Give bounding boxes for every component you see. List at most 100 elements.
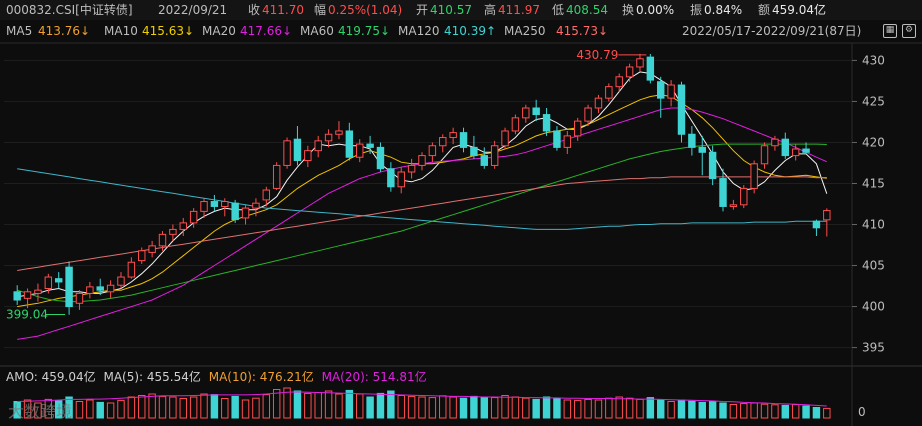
volume-bar bbox=[397, 395, 405, 419]
volume-bar bbox=[459, 397, 468, 419]
candle-body bbox=[34, 289, 42, 294]
range-picker-button[interactable]: ▦ bbox=[883, 21, 897, 41]
volume-bar bbox=[366, 396, 374, 419]
ma20-value: 417.66↓ bbox=[240, 24, 293, 38]
volume-bar bbox=[428, 397, 437, 419]
volume-bar bbox=[65, 396, 73, 419]
volume-bar bbox=[563, 399, 572, 419]
volume-ma-line bbox=[17, 391, 827, 407]
candle-body bbox=[314, 140, 322, 152]
volume-bar bbox=[677, 399, 686, 419]
ma60-label: MA60 bbox=[300, 24, 334, 38]
volume-bar bbox=[54, 400, 63, 419]
turnover-label: 换 bbox=[622, 3, 635, 17]
candle-body bbox=[522, 107, 530, 119]
volume-bar bbox=[490, 397, 499, 419]
watermark-logo: 大数跨境 bbox=[8, 398, 72, 422]
volume-bar bbox=[241, 399, 250, 419]
volume-bar bbox=[252, 397, 260, 419]
ma10-value: 415.63↓ bbox=[142, 24, 195, 38]
volume-bar bbox=[812, 407, 821, 419]
volume-tick-label: 0 bbox=[858, 405, 866, 419]
candle-body bbox=[584, 107, 592, 122]
candle-body bbox=[563, 135, 572, 148]
candle-body bbox=[760, 145, 769, 165]
volume-bar bbox=[823, 407, 831, 419]
turnover-value: 0.00% bbox=[636, 3, 675, 17]
volume-bar bbox=[594, 399, 603, 419]
amount-label: 额 bbox=[758, 3, 771, 17]
volume-bar bbox=[636, 398, 644, 419]
candle-body bbox=[719, 178, 727, 207]
candle-body bbox=[304, 150, 312, 162]
amo-value: AMO: 459.04亿 bbox=[6, 370, 96, 384]
low-value: 408.54 bbox=[566, 3, 608, 17]
quote-bar: 000832.CSI[中证转债] 2022/09/21 收 411.70 幅 0… bbox=[0, 0, 922, 20]
volume-bar bbox=[729, 404, 738, 419]
volume-bar bbox=[573, 400, 582, 419]
candle-body bbox=[231, 202, 239, 221]
volume-bar bbox=[356, 393, 364, 419]
high-label: 高 bbox=[484, 3, 497, 17]
candle-body bbox=[293, 138, 302, 162]
volume-bar bbox=[771, 404, 779, 419]
candle-body bbox=[823, 210, 831, 221]
volume-bar bbox=[781, 404, 790, 419]
candle-body bbox=[553, 130, 561, 148]
volume-bar bbox=[158, 395, 167, 419]
volume-bar bbox=[657, 399, 665, 419]
volume-bar bbox=[283, 387, 291, 419]
candle-body bbox=[75, 292, 84, 304]
candle-body bbox=[272, 164, 281, 189]
price-tick-label: 415 bbox=[862, 176, 885, 190]
ma-line-ma120 bbox=[17, 168, 827, 230]
settings-button[interactable]: ⚙ bbox=[902, 21, 916, 41]
candle-body bbox=[490, 145, 499, 166]
volume-bar bbox=[418, 396, 426, 419]
price-tick-label: 405 bbox=[862, 259, 885, 273]
volume-bar bbox=[646, 397, 655, 419]
candle-body bbox=[221, 201, 229, 207]
volume-bar bbox=[625, 397, 634, 419]
candle-body bbox=[459, 132, 468, 148]
ma-line-ma10 bbox=[17, 94, 827, 308]
volume-bar bbox=[13, 401, 21, 419]
volume-bar bbox=[719, 402, 727, 419]
candle-body bbox=[636, 58, 644, 68]
volume-bar bbox=[553, 397, 561, 419]
volume-bar bbox=[86, 399, 94, 419]
open-value: 410.57 bbox=[430, 3, 472, 17]
change-value: 0.25%(1.04) bbox=[328, 3, 403, 17]
volume-bar bbox=[667, 401, 675, 419]
candle-body bbox=[127, 261, 136, 278]
vol-ma5-value: MA(5): 455.54亿 bbox=[103, 370, 201, 384]
volume-bar bbox=[189, 396, 198, 419]
volume-bar bbox=[210, 394, 219, 419]
volume-bar bbox=[96, 401, 104, 419]
ma5-value: 413.76↓ bbox=[38, 24, 91, 38]
candle-body bbox=[44, 276, 53, 290]
ma120-value: 410.39↑ bbox=[444, 24, 497, 38]
price-tick-label: 420 bbox=[862, 135, 885, 149]
volume-bar bbox=[532, 398, 540, 419]
candle-body bbox=[428, 145, 437, 157]
candle-body bbox=[708, 151, 717, 180]
price-tick-label: 410 bbox=[862, 218, 885, 232]
price-tick-label: 425 bbox=[862, 94, 885, 108]
volume-legend: AMO: 459.04亿 MA(5): 455.54亿 MA(10): 476.… bbox=[6, 368, 427, 386]
candle-body bbox=[688, 133, 696, 148]
candle-body bbox=[729, 204, 738, 207]
candle-body bbox=[54, 278, 63, 283]
vol-ma10-value: MA(10): 476.21亿 bbox=[208, 370, 314, 384]
calendar-icon: ▦ bbox=[883, 23, 897, 38]
candle-body bbox=[210, 201, 219, 207]
volume-bar bbox=[304, 392, 312, 419]
volume-bar bbox=[802, 405, 810, 419]
price-tick-label: 400 bbox=[862, 300, 885, 314]
candle-body bbox=[439, 137, 447, 147]
volume-bar bbox=[387, 390, 395, 419]
candle-body bbox=[615, 76, 623, 88]
candle-body bbox=[86, 286, 94, 294]
candle-body bbox=[138, 250, 146, 262]
